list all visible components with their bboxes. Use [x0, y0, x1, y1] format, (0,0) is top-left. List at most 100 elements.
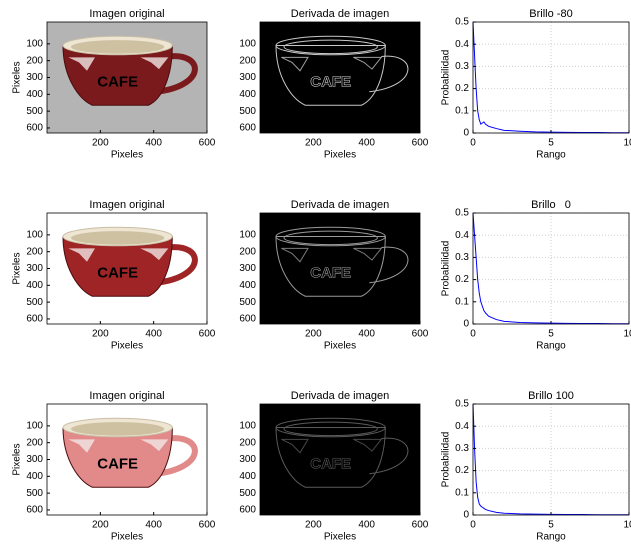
y-tick-label: 600: [239, 314, 256, 325]
y-tick-label: 300: [239, 263, 256, 274]
y-tick-label: 200: [26, 246, 43, 257]
y-tick-label: 400: [239, 471, 256, 482]
y-tick-label: 600: [26, 314, 43, 325]
cup-label: CAFE: [310, 265, 351, 282]
subplot-title: Derivada de imagen: [291, 8, 389, 20]
x-tick-label: 600: [412, 329, 429, 340]
y-axis-label: Pixeles: [12, 61, 23, 93]
y-tick-label: 100: [26, 39, 43, 50]
subplot: CAFE200400600100200300400500600Derivada …: [239, 199, 428, 352]
x-tick-label: 10: [623, 520, 631, 531]
y-tick-label: 0.1: [455, 487, 469, 498]
x-tick-label: 10: [623, 329, 631, 340]
x-axis-label: Pixeles: [324, 532, 356, 543]
x-axis-label: Pixeles: [111, 532, 143, 543]
y-axis-label: Pixeles: [12, 443, 23, 475]
y-tick-label: 500: [239, 488, 256, 499]
x-tick-label: 5: [548, 138, 554, 149]
y-tick-label: 0.1: [455, 296, 469, 307]
x-tick-label: 200: [305, 138, 322, 149]
y-tick-label: 400: [26, 89, 43, 100]
y-tick-label: 300: [26, 263, 43, 274]
y-tick-label: 100: [26, 230, 43, 241]
y-tick-label: 600: [239, 123, 256, 134]
x-axis-label: Pixeles: [324, 341, 356, 352]
y-tick-label: 200: [26, 437, 43, 448]
y-tick-label: 0.5: [455, 17, 469, 28]
y-tick-label: 500: [26, 297, 43, 308]
plot-area: [473, 213, 629, 324]
y-tick-label: 400: [26, 280, 43, 291]
y-tick-label: 300: [26, 454, 43, 465]
x-tick-label: 600: [199, 329, 216, 340]
y-tick-label: 0.1: [455, 105, 469, 116]
y-tick-label: 300: [26, 72, 43, 83]
x-tick-label: 5: [548, 520, 554, 531]
y-tick-label: 100: [239, 230, 256, 241]
y-tick-label: 600: [26, 505, 43, 516]
x-tick-label: 200: [92, 329, 109, 340]
x-tick-label: 5: [548, 329, 554, 340]
y-tick-label: 0.2: [455, 465, 469, 476]
x-tick-label: 0: [470, 138, 476, 149]
figure: CAFE200400600100200300400500600Imagen or…: [0, 0, 631, 544]
cup-label: CAFE: [97, 456, 138, 473]
x-axis-label: Rango: [536, 150, 566, 161]
x-tick-label: 400: [358, 520, 375, 531]
y-tick-label: 0.3: [455, 61, 469, 72]
y-tick-label: 0.3: [455, 443, 469, 454]
cup-label: CAFE: [97, 74, 138, 91]
y-tick-label: 500: [239, 297, 256, 308]
y-tick-label: 200: [239, 437, 256, 448]
x-tick-label: 400: [358, 138, 375, 149]
subplot: CAFE 200 400 600 100 200 300 400 500 600 Imagen or…: [12, 199, 216, 352]
x-axis-label: Pixeles: [111, 341, 143, 352]
x-axis-label: Pixeles: [111, 150, 143, 161]
cup-inside: [71, 231, 164, 244]
y-axis-label: Probabilidad: [441, 241, 452, 297]
y-tick-label: 200: [26, 55, 43, 66]
y-tick-label: 500: [239, 106, 256, 117]
y-tick-label: 600: [239, 505, 256, 516]
x-tick-label: 200: [92, 138, 109, 149]
subplot-title: Imagen original: [89, 199, 164, 211]
y-tick-label: 600: [26, 123, 43, 134]
cup-label: CAFE: [97, 265, 138, 282]
x-tick-label: 600: [199, 520, 216, 531]
y-tick-label: 400: [239, 89, 256, 100]
subplot-title: Derivada de imagen: [291, 390, 389, 402]
x-axis-label: Pixeles: [324, 150, 356, 161]
subplot-title: Imagen original: [89, 8, 164, 20]
y-tick-label: 0.3: [455, 252, 469, 263]
subplot: CAFE200400600100200300400500600Imagen or…: [12, 8, 216, 161]
x-tick-label: 400: [145, 329, 162, 340]
y-axis-label: Pixeles: [12, 252, 23, 284]
y-tick-label: 200: [239, 55, 256, 66]
y-axis-label: Probabilidad: [441, 50, 452, 106]
x-tick-label: 400: [358, 329, 375, 340]
y-axis-label: Probabilidad: [441, 432, 452, 488]
x-tick-label: 600: [412, 138, 429, 149]
y-tick-label: 500: [26, 106, 43, 117]
x-axis-label: Rango: [536, 532, 566, 543]
y-tick-label: 0.4: [455, 421, 469, 432]
cup-inside: [71, 40, 164, 53]
y-tick-label: 100: [239, 39, 256, 50]
x-axis-label: Rango: [536, 341, 566, 352]
x-tick-label: 400: [145, 520, 162, 531]
y-tick-label: 500: [26, 488, 43, 499]
subplot-title: Brillo 100: [528, 390, 574, 402]
y-tick-label: 0.4: [455, 230, 469, 241]
y-tick-label: 300: [239, 72, 256, 83]
x-tick-label: 600: [412, 520, 429, 531]
subplot-title: Derivada de imagen: [291, 199, 389, 211]
y-tick-label: 0: [463, 128, 469, 139]
x-tick-label: 200: [305, 520, 322, 531]
y-tick-label: 100: [239, 421, 256, 432]
y-tick-label: 0.2: [455, 83, 469, 94]
y-tick-label: 300: [239, 454, 256, 465]
